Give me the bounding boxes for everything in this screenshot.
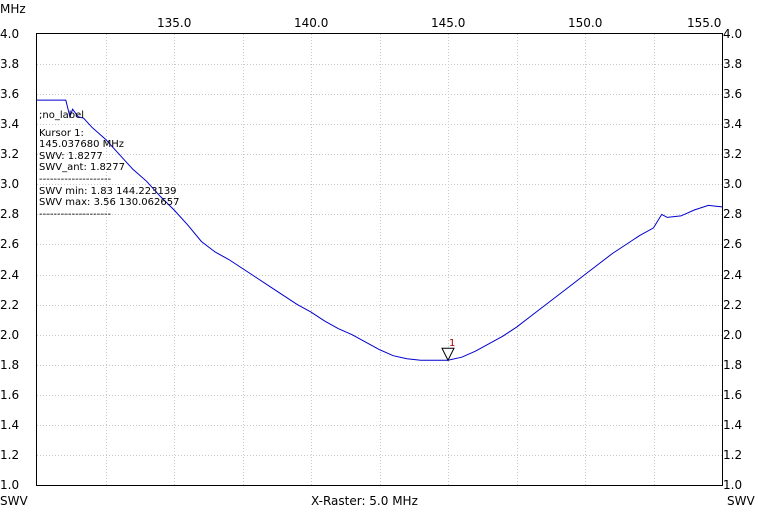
y-tick-label-right: 4.0	[723, 27, 743, 41]
swr-trace	[37, 99, 723, 361]
y-tick-label-left: 3.8	[0, 57, 20, 72]
y-tick-label-right: 2.6	[723, 237, 743, 252]
x-tick-label: 150.0	[568, 16, 603, 30]
y-tick-label-left: 2.6	[0, 237, 20, 252]
y-tick-label-right: 2.8	[723, 207, 743, 222]
swv-max: SWV max: 3.56 130.062657	[39, 197, 180, 209]
y-tick-label-left: 2.2	[0, 297, 20, 312]
y-tick-label-left: 2.4	[0, 267, 20, 282]
x-unit-label: MHz	[0, 2, 26, 16]
grid	[37, 34, 722, 485]
y-tick-label-left: 2.8	[0, 207, 20, 222]
y-tick-label-left: 1.6	[0, 387, 20, 402]
y-tick-label-left: 2.0	[0, 327, 20, 342]
y-tick-label-right: 1.0	[723, 478, 743, 492]
y-tick-label-left: 3.0	[0, 177, 20, 192]
y-tick-label-right: 2.0	[723, 327, 743, 342]
y-tick-label-left: 3.2	[0, 147, 20, 162]
y-tick-label-left: 1.8	[0, 357, 20, 372]
y-tick-label-right: 1.8	[723, 357, 743, 372]
y-tick-label-right: 3.2	[723, 147, 743, 162]
y-tick-label-right: 1.4	[723, 417, 743, 432]
y-tick-label-right: 3.6	[723, 87, 743, 102]
cursor-swv: SWV: 1.8277	[39, 150, 103, 162]
y-tick-label-right: 1.6	[723, 387, 743, 402]
x-tick-label: 155.0	[687, 16, 722, 30]
y-unit-label-right: SWV	[727, 494, 755, 508]
cursor-marker-triangle	[441, 347, 455, 362]
cursor-frequency: 145.037680 MHz	[39, 139, 125, 151]
y-tick-label-left: 1.2	[0, 447, 20, 462]
separator: --------------------	[39, 208, 112, 220]
y-tick-label-left: 3.6	[0, 87, 20, 102]
y-tick-label-left: 1.0	[0, 478, 20, 492]
plot-frame	[36, 33, 723, 486]
y-tick-label-right: 1.2	[723, 447, 743, 462]
separator: --------------------	[39, 173, 112, 185]
y-tick-label-left: 3.4	[0, 117, 20, 132]
y-unit-label-left: SWV	[0, 494, 28, 508]
cursor-title: Kursor 1:	[39, 127, 84, 139]
cursor-marker-label: 1	[449, 338, 455, 349]
cursor-markers: 1	[441, 338, 455, 362]
x-tick-label: 135.0	[157, 16, 192, 30]
x-tick-label: 145.0	[431, 16, 466, 30]
trace-label: ;no_label	[39, 110, 85, 121]
y-tick-label-left: 1.4	[0, 417, 20, 432]
y-tick-label-right: 2.4	[723, 267, 743, 282]
y-tick-label-right: 3.8	[723, 57, 743, 72]
swv-min: SWV min: 1.83 144.223139	[39, 185, 177, 197]
y-tick-label-right: 2.2	[723, 297, 743, 312]
y-tick-label-right: 3.0	[723, 177, 743, 192]
y-tick-label-left: 4.0	[0, 27, 20, 41]
x-tick-label: 140.0	[294, 16, 329, 30]
cursor-swv-ant: SWV_ant: 1.8277	[39, 162, 126, 174]
y-tick-label-right: 3.4	[723, 117, 743, 132]
cursor-info-panel: ;no_label Kursor 1: 145.037680 MHz SWV: …	[39, 110, 179, 220]
x-raster-label: X-Raster: 5.0 MHz	[311, 494, 418, 508]
